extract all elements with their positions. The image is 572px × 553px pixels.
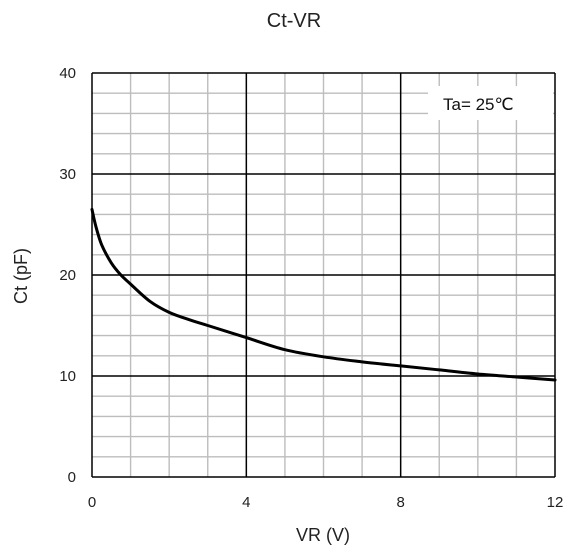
x-axis-title: VR (V) bbox=[296, 525, 350, 545]
series-layer bbox=[90, 207, 557, 382]
y-tick-label: 30 bbox=[59, 166, 76, 183]
y-tick-label: 20 bbox=[59, 267, 76, 284]
x-tick-label: 8 bbox=[396, 494, 404, 511]
annotation-text: Ta= 25℃ bbox=[443, 95, 514, 114]
major-grid bbox=[91, 72, 556, 478]
y-tick-labels: 0 10 20 30 40 bbox=[59, 65, 76, 486]
y-axis-title: Ct (pF) bbox=[11, 248, 31, 304]
x-tick-labels: 0 4 8 12 bbox=[88, 494, 564, 511]
y-tick-label: 0 bbox=[68, 469, 76, 486]
x-tick-label: 0 bbox=[88, 494, 96, 511]
chart-title: Ct-VR bbox=[267, 10, 321, 32]
series-line bbox=[90, 207, 557, 382]
annotation-box bbox=[428, 86, 553, 120]
y-tick-label: 10 bbox=[59, 368, 76, 385]
x-tick-label: 12 bbox=[547, 494, 564, 511]
x-tick-label: 4 bbox=[242, 494, 250, 511]
y-tick-label: 40 bbox=[59, 65, 76, 82]
